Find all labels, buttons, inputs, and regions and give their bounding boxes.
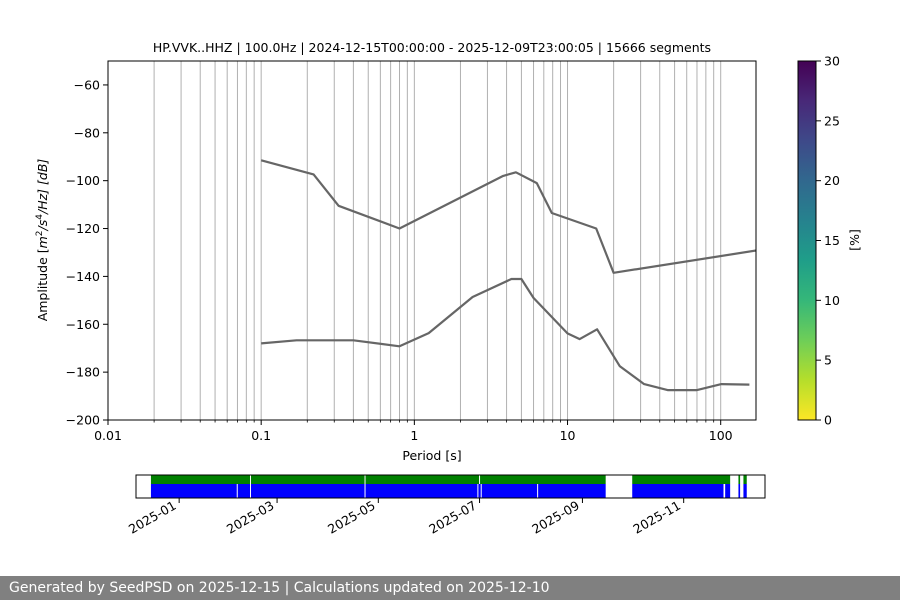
y-tick-label: −120: [66, 221, 100, 236]
colorbar-gradient: [797, 60, 817, 421]
x-tick-label: 10: [560, 428, 576, 443]
y-label-part: m: [35, 236, 50, 248]
data-coverage-bar: [743, 484, 747, 498]
colorbar-tick-label: 30: [824, 54, 840, 69]
timeline-frame: [135, 474, 766, 499]
y-label-part: /s: [35, 219, 50, 231]
y-axis: −200 −180 −160 −140 −120 −100 −80 −60: [66, 77, 108, 428]
data-coverage-bar: [150, 484, 606, 498]
data-coverage-bar: [738, 484, 741, 498]
timeline-tick-label: 2025-07: [426, 498, 479, 537]
psd-coverage-bar: [743, 475, 747, 484]
data-coverage-bar: [725, 484, 731, 498]
x-tick-label: 0.1: [251, 428, 271, 443]
colorbar-tick-label: 15: [824, 233, 840, 248]
x-tick-label: 1: [410, 428, 418, 443]
y-tick-label: −100: [66, 173, 100, 188]
y-label-part: /Hz] [dB]: [35, 159, 50, 215]
timeline-tick-label: 2025-11: [630, 498, 683, 537]
colorbar-tick-label: 10: [824, 293, 840, 308]
psd-coverage-bar: [150, 475, 606, 484]
colorbar-tick-label: 0: [824, 413, 832, 428]
noise-model-low: [261, 277, 750, 392]
y-label-part: 2: [35, 230, 45, 236]
psd-plot-area: [107, 60, 757, 421]
footer-bar: Generated by SeedPSD on 2025-12-15 | Cal…: [0, 576, 900, 600]
timeline-bars: [150, 475, 747, 498]
x-axis: 0.01 0.1 1 10 100: [94, 420, 733, 443]
y-tick-label: −180: [66, 365, 100, 380]
plot-frame: [107, 60, 757, 421]
colorbar: 0 5 10 15 20 25 30 [%]: [797, 54, 862, 428]
x-axis-label: Period [s]: [402, 448, 461, 463]
vertical-gridlines: [108, 61, 722, 420]
data-availability-timeline: 2025-01 2025-03 2025-05 2025-07 2025-09 2025-…: [126, 474, 766, 537]
noise-model-high: [260, 159, 756, 274]
timeline-tick-label: 2025-09: [529, 498, 582, 537]
noise-model-curves: [260, 159, 756, 392]
y-axis-label: Amplitude [m2/s4/Hz] [dB]: [35, 159, 50, 322]
timeline-tick-label: 2025-05: [325, 498, 378, 537]
x-tick-label: 0.01: [94, 428, 122, 443]
colorbar-ticks: 0 5 10 15 20 25 30: [816, 54, 840, 428]
y-tick-label: −60: [74, 77, 100, 92]
data-coverage-bar: [632, 484, 724, 498]
chart-title: HP.VVK..HHZ | 100.0Hz | 2024-12-15T00:00…: [153, 40, 711, 55]
colorbar-tick-label: 5: [824, 353, 832, 368]
psd-coverage-bar: [738, 475, 741, 484]
psd-coverage-bar: [632, 475, 731, 484]
y-label-part: 4: [35, 214, 45, 220]
timeline-tick-label: 2025-01: [126, 498, 179, 537]
x-tick-label: 100: [709, 428, 733, 443]
y-tick-label: −140: [66, 269, 100, 284]
timeline-tick-label: 2025-03: [224, 498, 277, 537]
y-label-part: Amplitude [: [35, 248, 50, 321]
colorbar-label: [%]: [847, 229, 862, 251]
timeline-axis: 2025-01 2025-03 2025-05 2025-07 2025-09 2025-…: [126, 498, 685, 537]
colorbar-tick-label: 20: [824, 173, 840, 188]
y-tick-label: −160: [66, 317, 100, 332]
y-tick-label: −80: [74, 125, 100, 140]
y-tick-label: −200: [66, 413, 100, 428]
footer-text: Generated by SeedPSD on 2025-12-15 | Cal…: [9, 580, 550, 596]
colorbar-tick-label: 25: [824, 113, 840, 128]
plot-background: [108, 61, 756, 420]
